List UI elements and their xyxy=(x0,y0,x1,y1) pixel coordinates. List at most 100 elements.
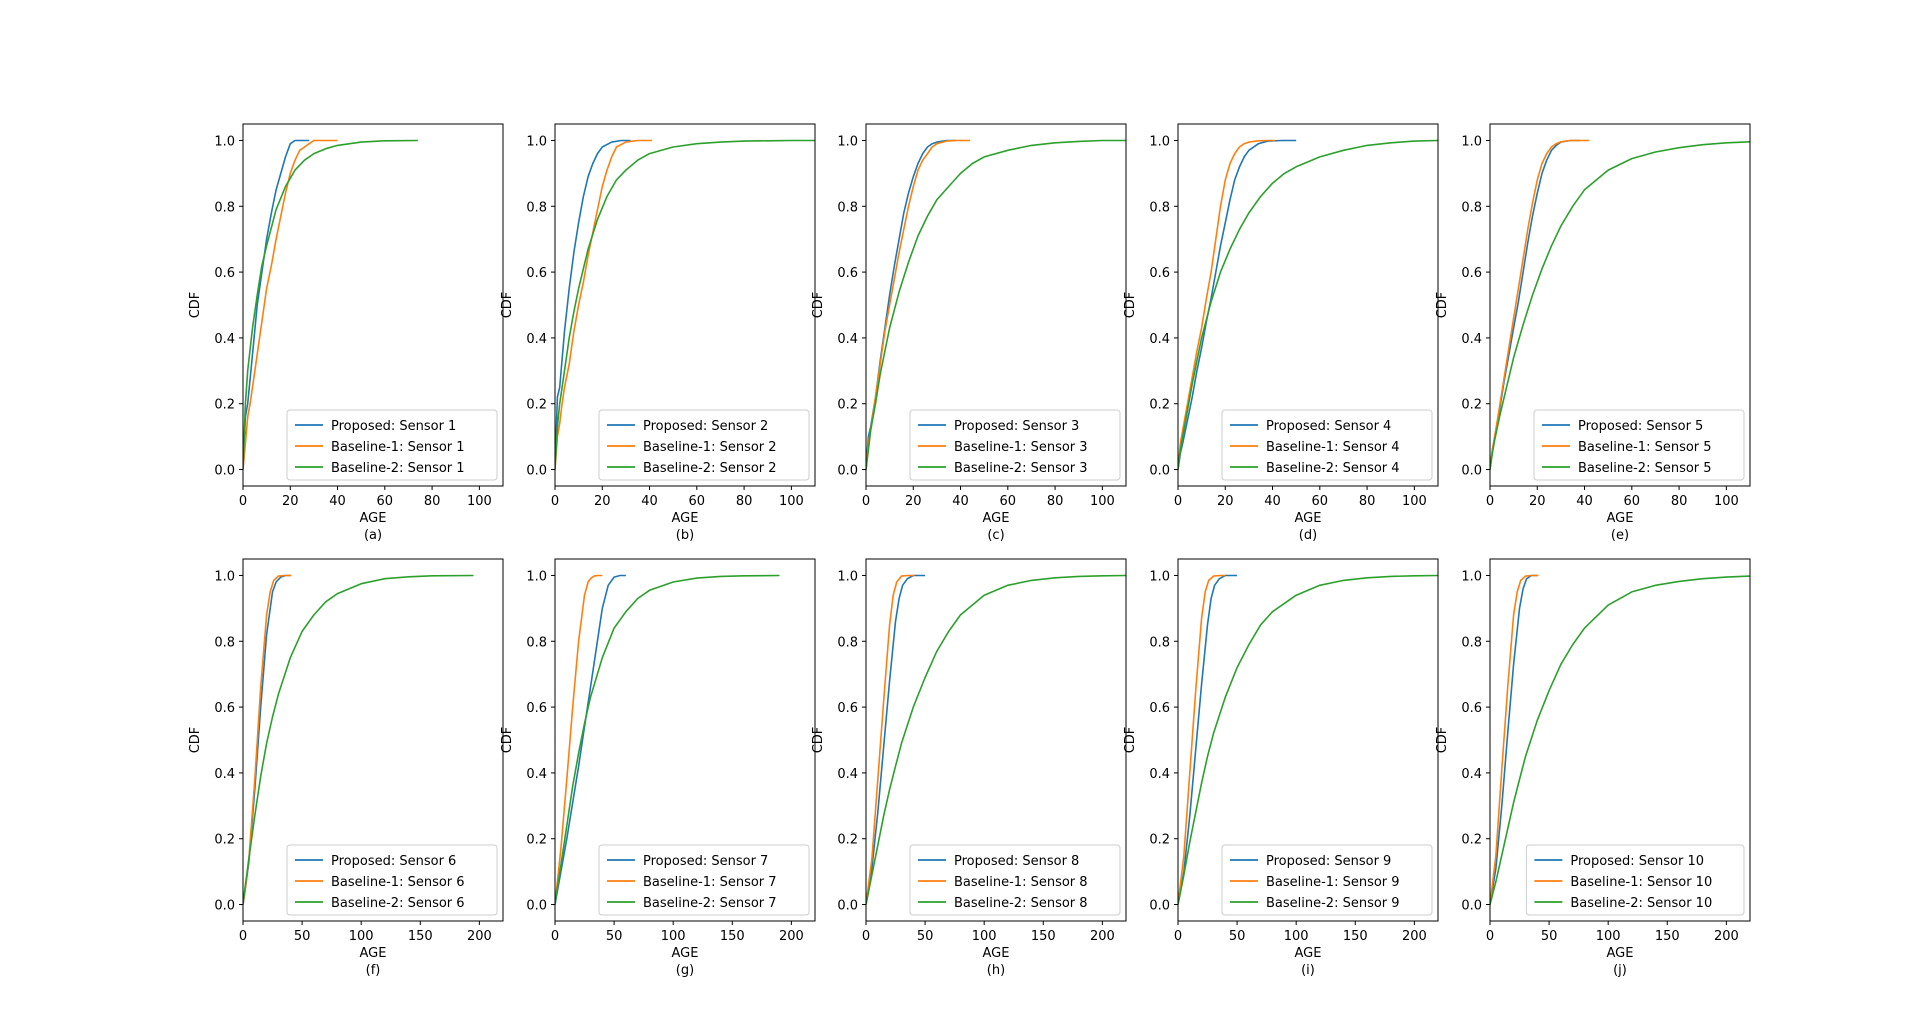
cdf-panel-b: 0 20 40 60 80 100 0.0 0.2 0.4 0.6 0.8 1.0 AGE (b) CDF P… xyxy=(500,123,816,543)
x-tick-label: 200 xyxy=(779,929,804,944)
y-axis-label: CDF xyxy=(188,292,203,319)
legend-label: Baseline-1: Sensor 5 xyxy=(1578,440,1712,455)
legend-label: Baseline-1: Sensor 7 xyxy=(643,875,777,890)
plot-area xyxy=(243,139,418,470)
y-tick-label: 0.8 xyxy=(837,635,858,650)
x-axis-label: AGE xyxy=(983,946,1010,961)
legend-label: Proposed: Sensor 7 xyxy=(643,854,768,869)
legend-label: Proposed: Sensor 10 xyxy=(1570,854,1704,869)
x-tick-label: 200 xyxy=(1714,929,1739,944)
y-tick-label: 0.2 xyxy=(1461,398,1482,413)
y-tick-label: 0.4 xyxy=(837,767,858,782)
y-tick-label: 1.0 xyxy=(214,569,235,584)
x-tick-label: 100 xyxy=(1596,929,1621,944)
y-tick-label: 0.0 xyxy=(526,464,547,479)
y-tick-label: 0.6 xyxy=(1149,701,1170,716)
axes-frame xyxy=(865,123,1127,487)
series-line-3 xyxy=(555,139,815,470)
legend: Proposed: Sensor 8 Baseline-1: Sensor 8 Ba… xyxy=(909,844,1121,916)
axes-frame xyxy=(242,558,504,922)
x-axis-label: AGE xyxy=(1295,511,1322,526)
x-tick-label: 150 xyxy=(720,929,745,944)
y-tick-label: 0.8 xyxy=(526,200,547,215)
series-line-2 xyxy=(555,139,652,470)
legend-label: Baseline-2: Sensor 5 xyxy=(1578,461,1712,476)
legend-label: Baseline-1: Sensor 1 xyxy=(331,440,465,455)
legend-label: Baseline-1: Sensor 4 xyxy=(1266,440,1400,455)
y-tick-label: 1.0 xyxy=(214,134,235,149)
series-line-1 xyxy=(243,139,310,470)
y-tick-label: 1.0 xyxy=(1149,569,1170,584)
y-tick-label: 0.0 xyxy=(837,464,858,479)
x-axis-label: AGE xyxy=(983,511,1010,526)
series-line-2 xyxy=(243,139,338,470)
y-axis-label: CDF xyxy=(500,292,515,319)
x-tick-label: 0 xyxy=(862,494,870,509)
panel-caption: (f) xyxy=(366,963,381,978)
legend-label: Baseline-1: Sensor 6 xyxy=(331,875,465,890)
y-tick-label: 0.2 xyxy=(837,833,858,848)
axes-frame xyxy=(554,123,816,487)
y-tick-label: 0.4 xyxy=(1149,332,1170,347)
panel-caption: (c) xyxy=(987,528,1004,543)
y-tick-label: 0.2 xyxy=(837,398,858,413)
x-axis-label: AGE xyxy=(1607,946,1634,961)
series-line-1 xyxy=(1178,574,1238,905)
x-tick-label: 80 xyxy=(1671,494,1688,509)
plot-area xyxy=(555,574,780,905)
legend-label: Baseline-1: Sensor 2 xyxy=(643,440,777,455)
x-tick-label: 0 xyxy=(1174,929,1182,944)
x-tick-label: 150 xyxy=(1343,929,1368,944)
legend-label: Baseline-2: Sensor 8 xyxy=(954,896,1088,911)
panel-caption: (e) xyxy=(1611,528,1629,543)
axes-frame xyxy=(554,558,816,922)
y-tick-label: 0.2 xyxy=(214,833,235,848)
series-line-2 xyxy=(555,574,603,905)
series-line-1 xyxy=(1178,139,1297,470)
axes-frame xyxy=(1489,123,1751,487)
y-tick-label: 0.0 xyxy=(1149,899,1170,914)
y-tick-label: 0.6 xyxy=(214,266,235,281)
x-axis-label: AGE xyxy=(672,946,699,961)
y-tick-label: 0.4 xyxy=(214,332,235,347)
y-tick-label: 0.2 xyxy=(214,398,235,413)
cdf-panel-g: 0 50 100 150 200 0.0 0.2 0.4 0.6 0.8 1.0 AGE (g) CDF P… xyxy=(500,558,816,978)
y-tick-label: 0.6 xyxy=(526,266,547,281)
legend-label: Baseline-2: Sensor 10 xyxy=(1570,896,1712,911)
series-line-2 xyxy=(1490,139,1590,470)
y-tick-label: 1.0 xyxy=(526,569,547,584)
y-tick-label: 0.0 xyxy=(1461,464,1482,479)
x-tick-label: 0 xyxy=(1486,494,1494,509)
legend-label: Proposed: Sensor 5 xyxy=(1578,419,1703,434)
plot-area xyxy=(243,574,474,905)
x-tick-label: 100 xyxy=(1714,494,1739,509)
y-tick-label: 0.6 xyxy=(1461,701,1482,716)
x-axis-label: AGE xyxy=(672,511,699,526)
x-tick-label: 20 xyxy=(1529,494,1546,509)
y-tick-label: 0.4 xyxy=(1461,332,1482,347)
x-axis-label: AGE xyxy=(360,511,387,526)
legend: Proposed: Sensor 6 Baseline-1: Sensor 6 Ba… xyxy=(286,844,498,916)
legend-label: Proposed: Sensor 9 xyxy=(1266,854,1391,869)
legend: Proposed: Sensor 9 Baseline-1: Sensor 9 Ba… xyxy=(1221,844,1433,916)
x-tick-label: 40 xyxy=(1576,494,1593,509)
y-tick-label: 0.2 xyxy=(526,833,547,848)
y-tick-label: 0.6 xyxy=(1461,266,1482,281)
y-tick-label: 0.0 xyxy=(1461,899,1482,914)
x-tick-label: 50 xyxy=(1229,929,1246,944)
x-tick-label: 40 xyxy=(952,494,969,509)
plot-area xyxy=(866,139,1126,470)
y-tick-label: 0.8 xyxy=(1149,200,1170,215)
legend: Proposed: Sensor 1 Baseline-1: Sensor 1 Ba… xyxy=(286,409,498,481)
x-tick-label: 60 xyxy=(689,494,706,509)
axes-frame xyxy=(1489,558,1751,922)
y-axis-label: CDF xyxy=(1123,292,1138,319)
x-tick-label: 100 xyxy=(1090,494,1115,509)
y-axis-label: CDF xyxy=(811,727,826,754)
x-tick-label: 100 xyxy=(467,494,492,509)
legend-label: Proposed: Sensor 8 xyxy=(954,854,1079,869)
y-tick-label: 0.6 xyxy=(837,266,858,281)
legend-box xyxy=(1221,409,1433,481)
x-tick-label: 60 xyxy=(377,494,394,509)
